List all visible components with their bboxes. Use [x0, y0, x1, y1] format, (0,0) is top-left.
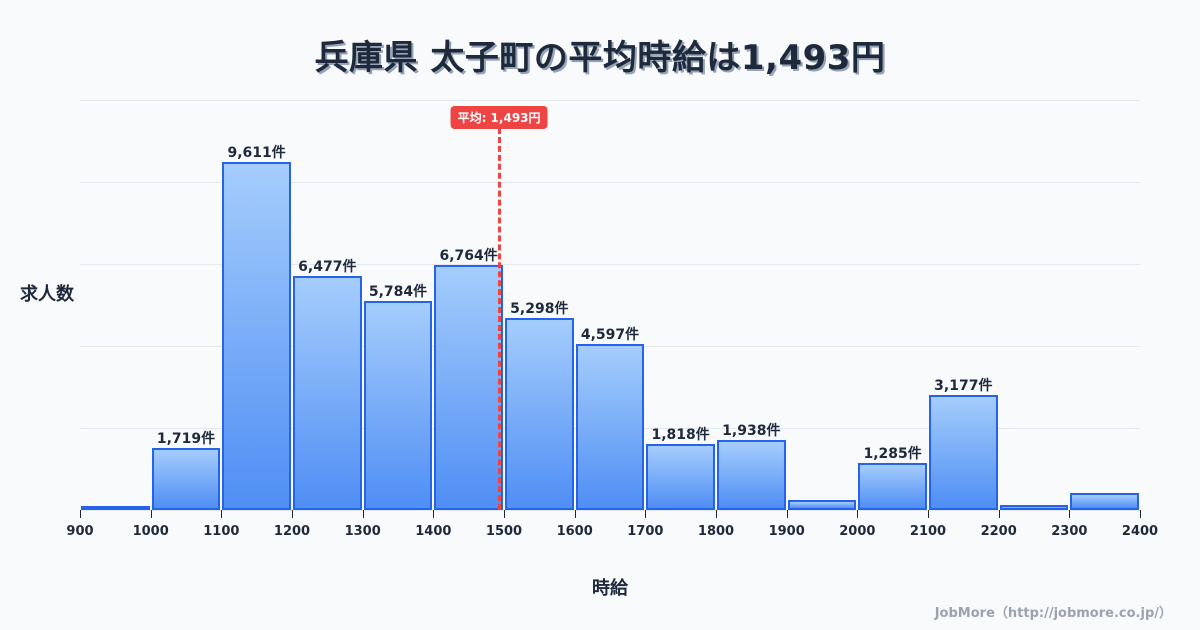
gridline	[80, 510, 1140, 511]
x-tick-label: 1900	[768, 524, 805, 539]
y-axis-label: 求人数	[20, 284, 74, 305]
x-tick-label: 2000	[839, 524, 876, 539]
histogram-bar[interactable]	[787, 499, 857, 510]
x-tick	[786, 510, 788, 518]
histogram-bar[interactable]	[929, 394, 998, 510]
histogram-bar[interactable]	[575, 343, 645, 510]
bar-value-label: 6,764件	[439, 248, 498, 265]
bar-value-label: 9,611件	[227, 145, 286, 162]
mean-badge: 平均: 1,493円	[450, 106, 548, 129]
source-credit: JobMore（http://jobmore.co.jp/）	[934, 606, 1172, 621]
histogram-bar[interactable]	[646, 444, 715, 510]
x-axis-label: 時給	[592, 578, 628, 599]
histogram-bar[interactable]	[1070, 493, 1139, 510]
x-tick-label: 1100	[203, 524, 240, 539]
histogram-bar[interactable]	[151, 447, 221, 510]
x-tick	[504, 510, 505, 518]
bar-value-label: 6,477件	[298, 258, 357, 275]
histogram-bar[interactable]	[505, 318, 574, 510]
x-tick	[857, 510, 859, 518]
x-tick	[292, 510, 293, 518]
x-tick	[716, 510, 717, 518]
x-tick-label: 1800	[697, 524, 735, 539]
x-tick-label: 2400	[1121, 524, 1159, 539]
x-tick	[998, 510, 1000, 518]
bar-value-label: 5,298件	[510, 301, 569, 318]
histogram-bar[interactable]	[434, 265, 503, 510]
x-tick-label: 1700	[627, 524, 664, 539]
x-tick-label: 2100	[909, 524, 947, 539]
histogram-bar[interactable]	[222, 162, 291, 510]
x-tick	[362, 510, 364, 518]
bar-value-label: 4,597件	[580, 326, 640, 343]
x-tick-label: 1500	[485, 524, 523, 539]
histogram-plot: 1,719件 9,611件 6,477件 5,784件 6,764件 5,298件 4,59…	[66, 100, 1158, 539]
histogram-bar[interactable]	[81, 506, 150, 510]
x-tick	[80, 510, 81, 518]
gridline	[80, 100, 1140, 101]
x-tick	[150, 510, 152, 518]
x-tick-label: 900	[66, 524, 94, 539]
x-tick-label: 2200	[980, 524, 1017, 539]
x-tick-label: 1000	[132, 524, 169, 539]
x-tick	[1069, 510, 1071, 518]
x-tick	[645, 510, 647, 518]
x-tick-label: 1600	[556, 524, 593, 539]
x-tick	[433, 510, 435, 518]
x-tick-label: 2300	[1051, 524, 1088, 539]
x-tick	[1140, 510, 1141, 518]
histogram-bar[interactable]	[363, 300, 433, 510]
histogram-bar[interactable]	[293, 275, 362, 510]
histogram-bar[interactable]	[858, 463, 927, 510]
bar-value-label: 1,938件	[722, 422, 781, 439]
bar-value-label: 1,818件	[651, 427, 710, 444]
x-tick	[221, 510, 223, 518]
x-tick-label: 1400	[415, 524, 452, 539]
x-tick-label: 1200	[273, 524, 311, 539]
x-tick	[928, 510, 929, 518]
gridline	[80, 182, 1140, 183]
bar-value-label: 1,285件	[863, 446, 922, 463]
bar-value-label: 3,177件	[934, 377, 993, 394]
mean-line	[497, 128, 501, 510]
gridline	[80, 264, 1140, 265]
chart-title: 兵庫県 太子町の平均時給は1,493円	[314, 38, 886, 78]
bar-value-label: 5,784件	[368, 283, 428, 300]
bar-value-label: 1,719件	[156, 430, 216, 447]
histogram-bar[interactable]	[717, 439, 786, 510]
x-tick-label: 1300	[344, 524, 381, 539]
x-tick	[574, 510, 576, 518]
histogram-bar[interactable]	[999, 504, 1069, 510]
